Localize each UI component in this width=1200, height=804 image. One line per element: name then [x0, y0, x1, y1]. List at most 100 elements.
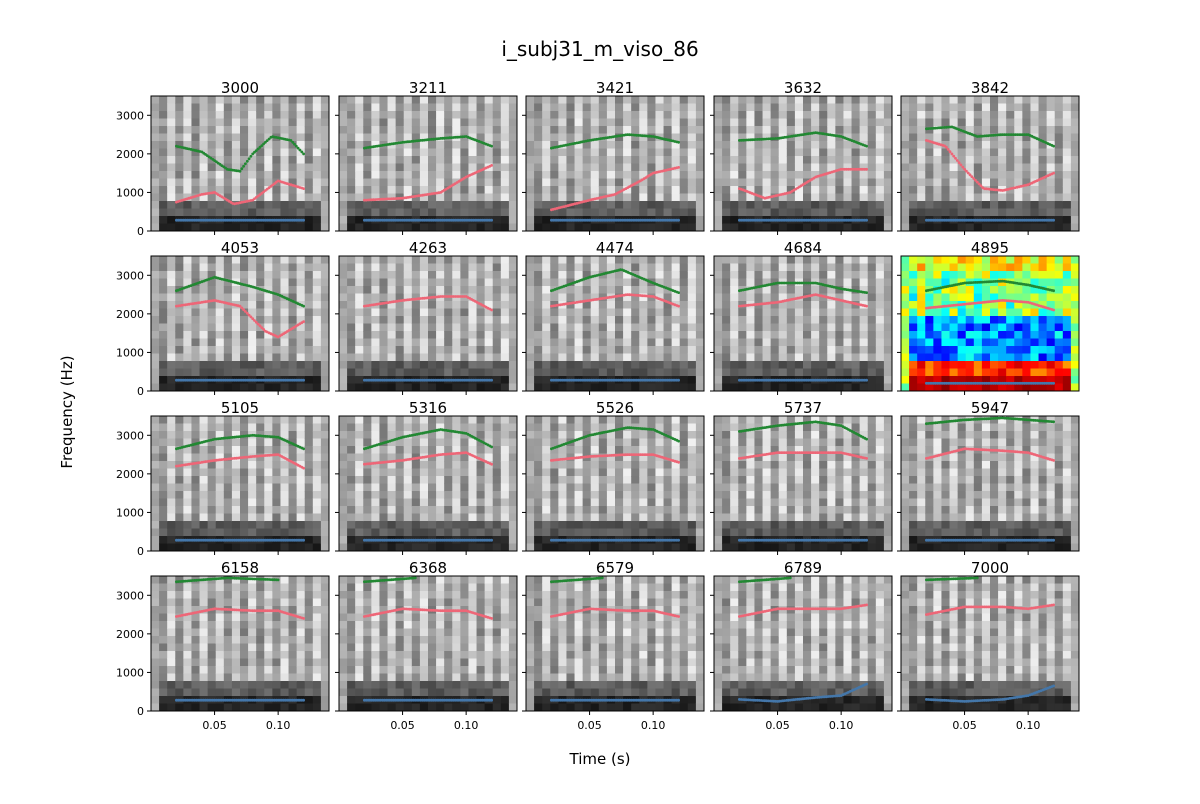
x-tick-label: 0.05: [390, 719, 415, 732]
f3-point: [677, 141, 680, 144]
spectrogram-image: [151, 256, 330, 392]
f2-point: [956, 159, 959, 162]
f2-point: [677, 615, 680, 618]
f1-point: [302, 539, 305, 542]
spectrogram-image: [714, 576, 893, 712]
f1-point: [302, 379, 305, 382]
spectrogram-image: [526, 96, 705, 232]
f2-point: [677, 461, 680, 464]
x-tick-label: 0.10: [641, 719, 666, 732]
panel-title: 7000: [971, 559, 1009, 577]
f1-track: [175, 379, 305, 382]
f2-point: [960, 164, 963, 167]
f3-point: [677, 440, 680, 443]
f2-point: [302, 187, 305, 190]
panel-5947: 5947: [897, 399, 1080, 555]
y-tick-label: 1000: [116, 186, 144, 199]
panel-title: 6579: [596, 559, 634, 577]
f3-point: [490, 145, 493, 148]
y-tick-label: 0: [137, 545, 144, 558]
panel-3842: 3842: [897, 79, 1080, 235]
panel-title: 5105: [221, 399, 259, 417]
f1-track: [550, 219, 680, 222]
panel-5526: 5526: [522, 399, 705, 555]
f1-track: [175, 699, 305, 702]
f3-point: [239, 170, 242, 173]
f3-point: [1052, 145, 1055, 148]
f2-point: [490, 617, 493, 620]
f2-point: [490, 164, 493, 167]
y-tick-label: 2000: [116, 308, 144, 321]
f2-point: [677, 166, 680, 169]
f1-point: [490, 699, 493, 702]
f3-point: [865, 438, 868, 441]
f1-track: [363, 379, 493, 382]
y-tick-label: 2000: [116, 468, 144, 481]
y-tick-label: 0: [137, 225, 144, 238]
spectrogram-image: [151, 96, 330, 232]
y-axis-label: Frequency (Hz): [58, 355, 76, 468]
spectrogram-image: [714, 256, 893, 392]
f1-track: [738, 379, 868, 382]
panel-title: 4263: [409, 239, 447, 257]
y-tick-label: 3000: [116, 109, 144, 122]
y-tick-label: 2000: [116, 148, 144, 161]
f3-point: [302, 447, 305, 450]
f1-point: [865, 219, 868, 222]
y-tick-label: 1000: [116, 666, 144, 679]
f1-point: [1052, 539, 1055, 542]
spectrogram-image: [151, 576, 330, 712]
f2-point: [865, 168, 868, 171]
f3-point: [302, 305, 305, 308]
spectrogram-image: [526, 576, 705, 712]
f3-point: [677, 291, 680, 294]
spectrogram-image: [526, 256, 705, 392]
y-tick-label: 1000: [116, 346, 144, 359]
f2-point: [1052, 459, 1055, 462]
panel-title: 6158: [221, 559, 259, 577]
f3-point: [865, 291, 868, 294]
f1-point: [302, 219, 305, 222]
spectrogram-image: [901, 256, 1080, 392]
panel-5316: 5316: [335, 399, 518, 555]
f1-track: [550, 699, 680, 702]
f2-point: [951, 153, 954, 156]
f3-point: [250, 155, 253, 158]
panel-3632: 3632: [710, 79, 893, 235]
x-tick-label: 0.10: [1016, 719, 1041, 732]
f1-point: [490, 539, 493, 542]
f3-point: [242, 165, 245, 168]
f3-point: [277, 579, 280, 582]
f2-point: [677, 305, 680, 308]
f1-point: [490, 219, 493, 222]
f2-point: [1052, 172, 1055, 175]
f1-track: [363, 219, 493, 222]
f1-point: [865, 379, 868, 382]
f1-point: [302, 699, 305, 702]
f1-point: [865, 539, 868, 542]
panel-4474: 4474: [522, 239, 705, 395]
spectrogram-image: [339, 256, 518, 392]
y-tick-label: 0: [137, 385, 144, 398]
f3-point: [248, 157, 251, 160]
x-tick-label: 0.10: [829, 719, 854, 732]
panel-title: 3632: [784, 79, 822, 97]
f1-point: [677, 219, 680, 222]
f3-point: [302, 153, 305, 156]
f2-point: [952, 155, 955, 158]
f2-point: [954, 157, 957, 160]
panel-4263: 4263: [335, 239, 518, 395]
y-tick-label: 3000: [116, 589, 144, 602]
f3-point: [244, 162, 247, 165]
panel-4684: 4684: [710, 239, 893, 395]
f1-track: [738, 219, 868, 222]
f1-track: [363, 539, 493, 542]
panel-3211: 3211: [335, 79, 518, 235]
f2-point: [945, 146, 948, 149]
f2-point: [961, 166, 964, 169]
f2-point: [958, 161, 961, 164]
